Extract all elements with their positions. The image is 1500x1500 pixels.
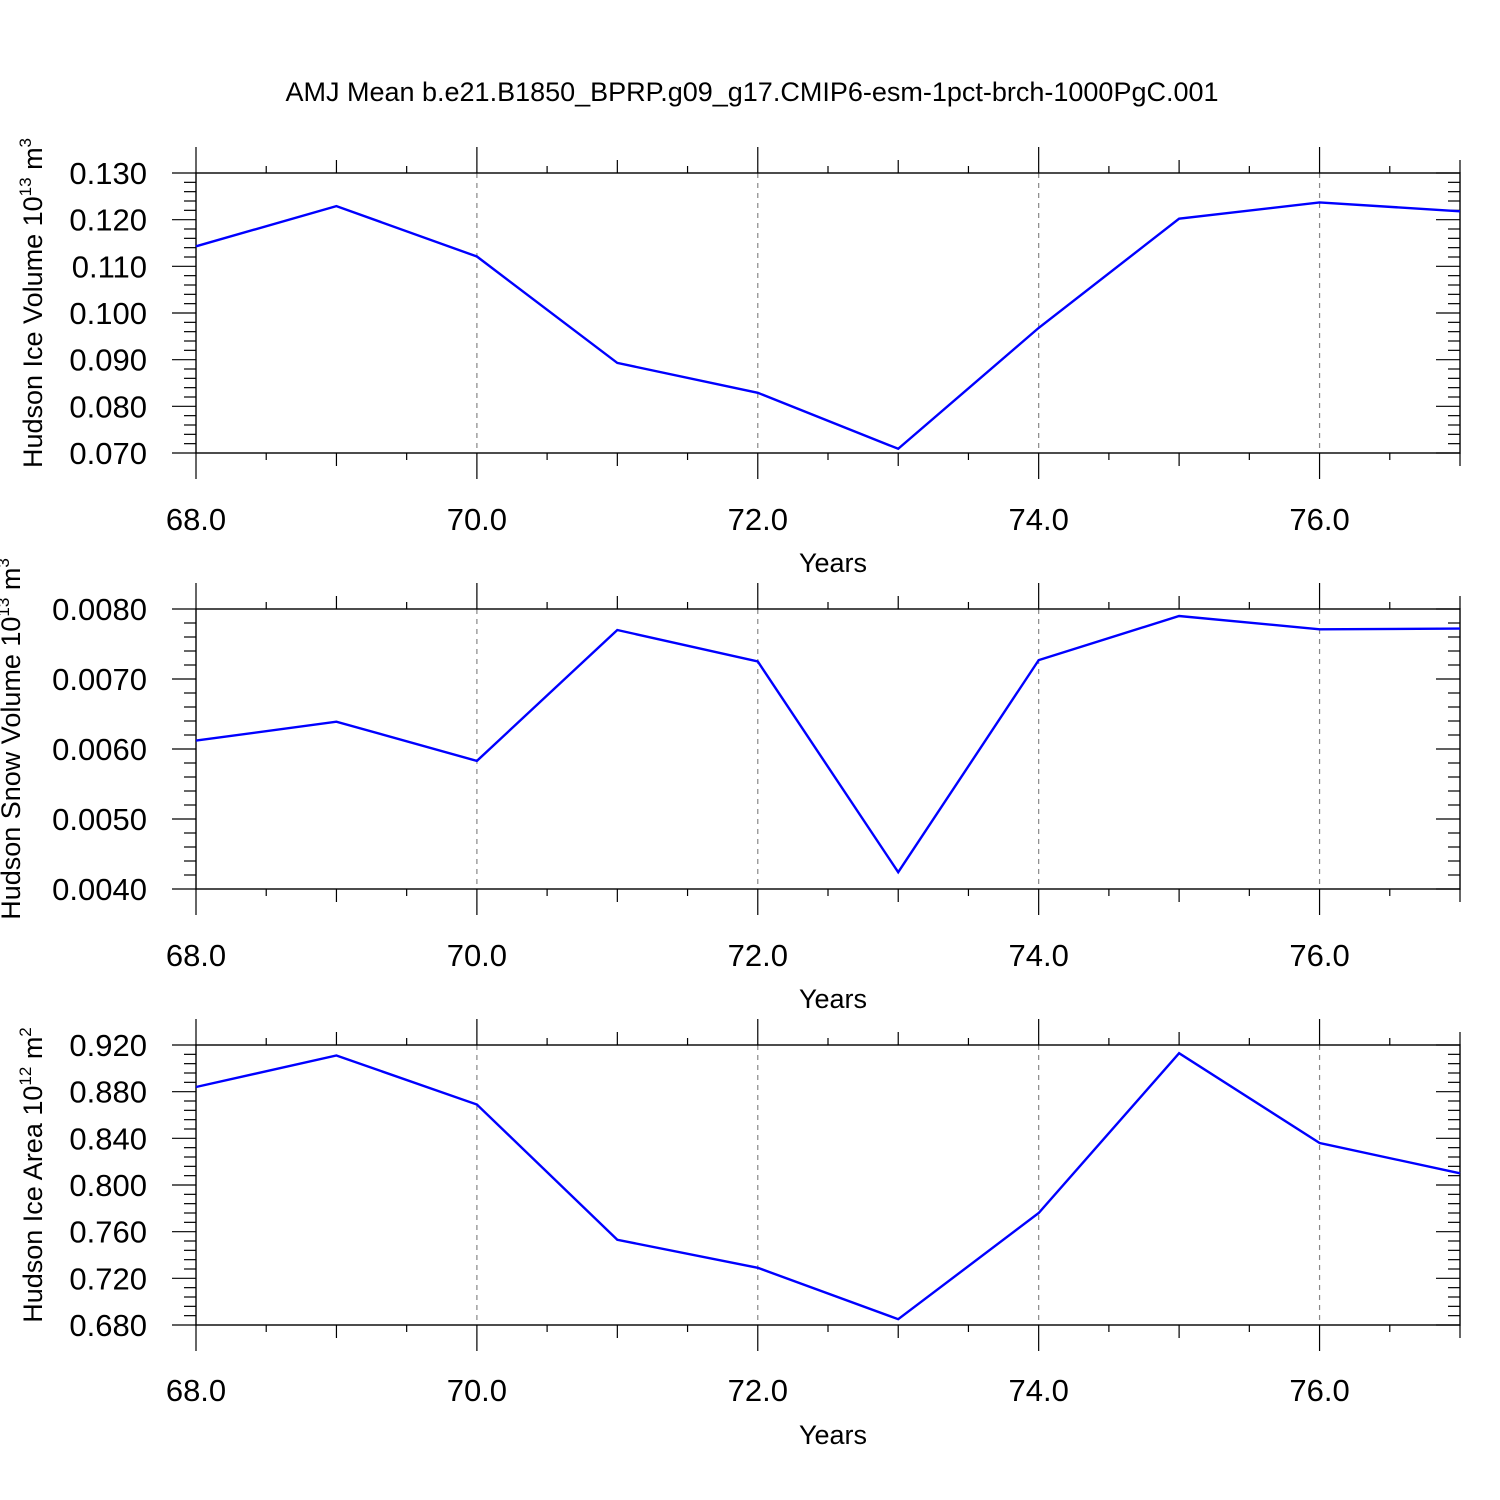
chart-panel-1: 0.070 0.080 0.090 0.100 0.110 0.120 0.130 68.0 7… <box>16 138 1461 578</box>
x-tick-label: 74.0 <box>1008 1373 1068 1408</box>
x-tick-label: 70.0 <box>447 938 507 973</box>
y-tick-label: 0.090 <box>69 343 147 378</box>
y-tick-label: 0.120 <box>69 203 147 238</box>
series-line <box>195 201 1461 451</box>
y-tick-label: 0.680 <box>69 1308 147 1343</box>
y-tick-label: 0.0080 <box>52 592 147 627</box>
plot-frame <box>195 172 1461 454</box>
y-tick-label: 0.760 <box>69 1215 147 1250</box>
y-tick-label: 0.880 <box>69 1075 147 1110</box>
y-tick-label: 0.0060 <box>52 732 147 767</box>
y-axis-label-unit-exponent: 3 <box>16 138 35 147</box>
chart-panel-3: 0.680 0.720 0.760 0.800 0.840 0.880 0.920 68.0 7… <box>16 1019 1461 1450</box>
x-tick-label: 72.0 <box>728 938 788 973</box>
x-axis-label: Years <box>799 984 867 1014</box>
y-axis-label-unit-exponent: 3 <box>0 558 13 567</box>
series-line <box>195 614 1461 875</box>
x-tick-label: 76.0 <box>1289 938 1349 973</box>
y-axis-label-exponent: 13 <box>16 177 35 196</box>
y-axis-label-unit: m <box>18 1037 48 1067</box>
y-axis-label-exponent: 12 <box>16 1067 35 1086</box>
y-axis-label-exponent: 13 <box>0 598 13 617</box>
x-axis-label: Years <box>799 1420 867 1450</box>
y-tick-label: 0.130 <box>69 156 147 191</box>
y-tick-label: 0.0040 <box>52 872 147 907</box>
y-axis-label-text: Hudson Ice Area 10 <box>18 1086 48 1323</box>
y-tick-label: 0.720 <box>69 1261 147 1296</box>
panels: 0.070 0.080 0.090 0.100 0.110 0.120 0.130 68.0 7… <box>0 138 1461 1450</box>
figure-title: AMJ Mean b.e21.B1850_BPRP.g09_g17.CMIP6-… <box>285 77 1218 107</box>
y-tick-label: 0.840 <box>69 1121 147 1156</box>
y-tick-label: 0.110 <box>72 249 147 284</box>
y-tick-label: 0.920 <box>69 1028 147 1063</box>
x-tick-label: 68.0 <box>166 938 226 973</box>
chart-panel-2: 0.0040 0.0050 0.0060 0.0070 0.0080 68.0 70.0 72… <box>0 558 1461 1014</box>
plot-frame <box>195 608 1461 890</box>
x-tick-label: 76.0 <box>1289 1373 1349 1408</box>
y-tick-label: 0.0070 <box>52 662 147 697</box>
x-tick-label: 74.0 <box>1008 938 1068 973</box>
x-tick-label: 70.0 <box>447 502 507 537</box>
x-tick-label: 68.0 <box>166 1373 226 1408</box>
x-tick-label: 68.0 <box>166 502 226 537</box>
y-axis-label: Hudson Ice Area 1012 m2 <box>16 1027 48 1323</box>
plot-frame <box>195 1044 1461 1326</box>
y-axis-label: Hudson Snow Volume 1013 m3 <box>0 558 26 920</box>
series-line <box>195 1051 1461 1321</box>
y-axis-label-unit: m <box>18 147 48 177</box>
y-axis-label-unit-exponent: 2 <box>16 1027 35 1036</box>
y-tick-label: 0.070 <box>69 436 147 471</box>
y-axis-label: Hudson Ice Volume 1013 m3 <box>16 138 48 468</box>
y-axis-label-text: Hudson Snow Volume 10 <box>0 617 26 920</box>
x-axis-label: Years <box>799 548 867 578</box>
y-tick-label: 0.080 <box>69 389 147 424</box>
y-tick-label: 0.100 <box>69 296 147 331</box>
y-tick-label: 0.0050 <box>52 802 147 837</box>
y-axis-label-text: Hudson Ice Volume 10 <box>18 196 48 468</box>
x-tick-label: 76.0 <box>1289 502 1349 537</box>
x-tick-label: 70.0 <box>447 1373 507 1408</box>
y-axis-label-unit: m <box>0 568 26 598</box>
x-tick-label: 72.0 <box>728 1373 788 1408</box>
x-tick-label: 74.0 <box>1008 502 1068 537</box>
y-tick-label: 0.800 <box>69 1168 147 1203</box>
x-tick-label: 72.0 <box>728 502 788 537</box>
